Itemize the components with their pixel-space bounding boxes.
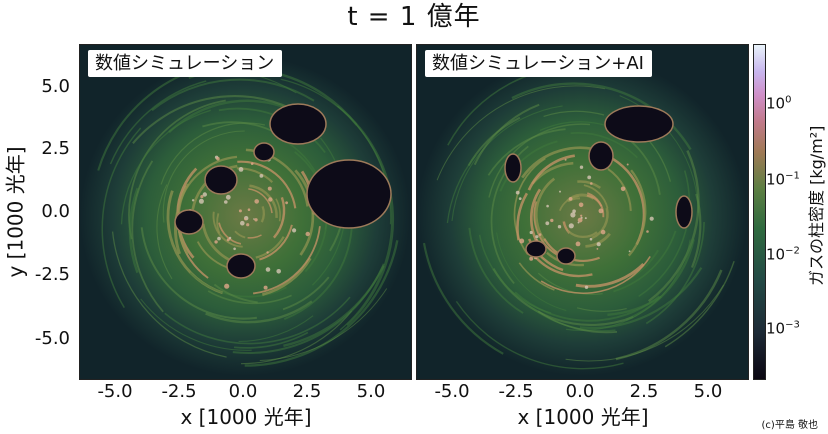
density-void bbox=[306, 159, 392, 229]
x-tick-label: 2.5 bbox=[629, 381, 659, 402]
x-tick-label: 0.0 bbox=[565, 381, 595, 402]
y-tick-label: 0.0 bbox=[41, 201, 70, 222]
x-tick-label: -5.0 bbox=[97, 381, 133, 402]
density-void bbox=[204, 165, 238, 195]
figure-title: t = 1 億年 bbox=[347, 2, 481, 32]
density-void bbox=[604, 105, 674, 143]
density-map-simulation-ai bbox=[416, 44, 749, 380]
x-tick-label: 5.0 bbox=[356, 381, 386, 402]
y-tick-label: -5.0 bbox=[34, 328, 70, 349]
x-axis-label-right: x [1000 光年] bbox=[517, 405, 649, 429]
panel-label-simulation-ai: 数値シミュレーション+AI bbox=[425, 50, 652, 77]
density-void bbox=[504, 153, 522, 183]
y-tick-label: -2.5 bbox=[34, 264, 70, 285]
density-texture bbox=[417, 56, 747, 376]
density-void bbox=[269, 103, 327, 145]
x-tick-label: 2.5 bbox=[292, 381, 322, 402]
colorbar-tick-label: 10−2 bbox=[766, 245, 800, 264]
credit-text: (c)平島 敬也 bbox=[761, 420, 818, 431]
x-tick-label: -5.0 bbox=[434, 381, 470, 402]
y-tick-label: 2.5 bbox=[41, 138, 70, 159]
colorbar bbox=[753, 44, 766, 380]
density-map-simulation bbox=[79, 44, 412, 380]
density-void bbox=[675, 195, 693, 229]
x-tick-label: 0.0 bbox=[228, 381, 258, 402]
density-void bbox=[174, 209, 204, 235]
colorbar-tick-label: 100 bbox=[766, 94, 792, 113]
x-tick-label: -2.5 bbox=[498, 381, 534, 402]
density-texture bbox=[80, 56, 410, 376]
density-void bbox=[556, 247, 576, 265]
colorbar-tick-label: 10−3 bbox=[766, 319, 800, 338]
density-void bbox=[588, 141, 614, 171]
density-void bbox=[253, 142, 275, 162]
density-void bbox=[525, 240, 547, 258]
colorbar-label: ガスの柱密度 [kg/m²] bbox=[807, 125, 826, 286]
y-tick-label: 5.0 bbox=[41, 76, 70, 97]
density-void bbox=[226, 253, 256, 279]
x-tick-label: 5.0 bbox=[693, 381, 723, 402]
x-axis-label-left: x [1000 光年] bbox=[180, 405, 312, 429]
panel-label-simulation: 数値シミュレーション bbox=[88, 50, 283, 77]
x-tick-label: -2.5 bbox=[161, 381, 197, 402]
colorbar-tick-label: 10−1 bbox=[766, 170, 800, 189]
